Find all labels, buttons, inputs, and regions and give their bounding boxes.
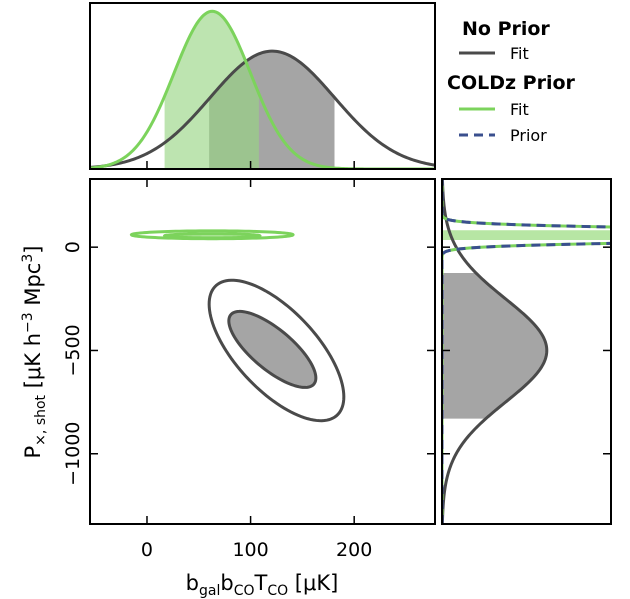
no-prior-2sigma-contour — [207, 278, 346, 423]
legend: No Prior Fit COLDz Prior Fit Prior — [447, 18, 576, 145]
x-tick-label: 100 — [232, 539, 268, 561]
y-tick-label: −1000 — [62, 422, 84, 486]
x-marginal-coldz-band — [164, 11, 259, 169]
x-tick-label: 0 — [141, 539, 153, 561]
x-marginal-panel — [89, 2, 436, 170]
legend-prior-label: Prior — [510, 126, 547, 145]
coldz-1sigma-contour — [162, 232, 262, 240]
y-marginal-no-prior-band — [442, 272, 547, 419]
y-marginal-no-prior-curve — [442, 179, 549, 524]
joint-posterior-panel — [89, 161, 436, 525]
y-marginal-coldz-band — [442, 230, 611, 240]
x-axis-label: bgalbCOTCO [μK] — [186, 571, 339, 599]
y-tick-label: −500 — [62, 324, 84, 376]
y-marginal-panel — [441, 178, 612, 525]
legend-no-prior-fit-label: Fit — [510, 44, 529, 63]
legend-coldz-title: COLDz Prior — [447, 72, 576, 94]
joint-panel-frame — [89, 178, 436, 525]
y-tick-label: 0 — [62, 241, 84, 253]
x-marginal-no-prior-curve — [90, 49, 435, 169]
x-marginal-frame — [89, 2, 436, 170]
y-axis-label: P×, shot [μK h−3 Mpc3] — [20, 246, 49, 459]
y-marginal-frame — [441, 178, 612, 525]
x-tick-label: 200 — [336, 539, 372, 561]
legend-coldz-fit-label: Fit — [510, 100, 529, 119]
no-prior-1sigma-contour — [227, 309, 318, 389]
legend-no-prior-title: No Prior — [462, 18, 550, 40]
x-marginal-coldz-band-tint — [164, 11, 259, 169]
